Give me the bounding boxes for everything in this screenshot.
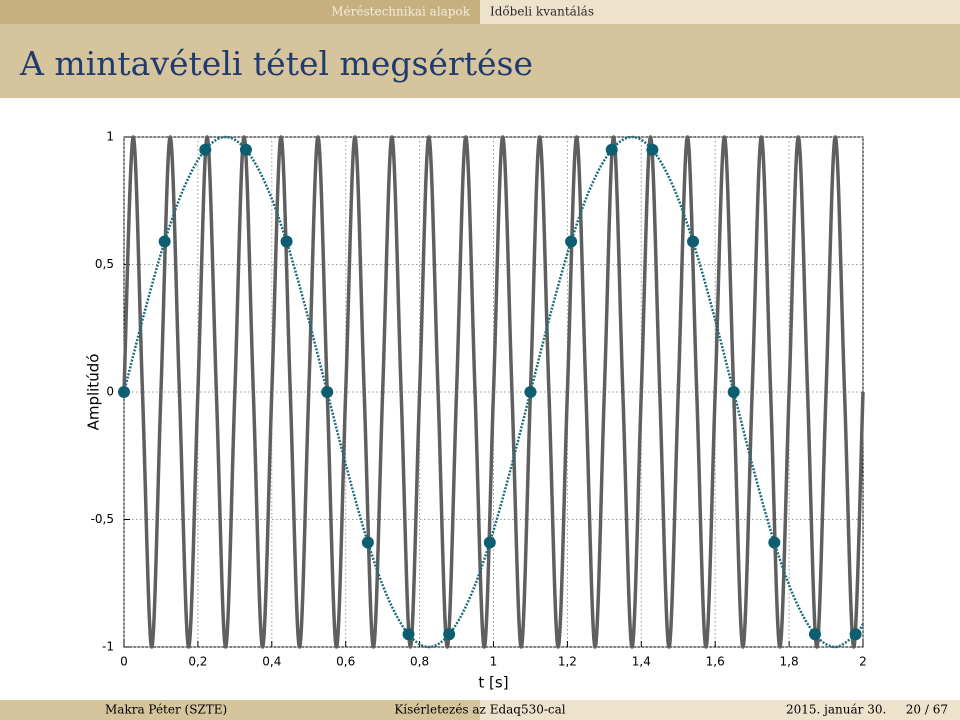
y-tick-label: -1 <box>102 640 114 654</box>
y-tick-label: -0,5 <box>91 512 114 526</box>
sample-point <box>118 386 130 398</box>
sample-point <box>646 143 659 156</box>
sample-point <box>687 235 700 248</box>
sample-point <box>361 536 374 549</box>
x-axis-label: t [s] <box>478 674 508 692</box>
footer-date: 2015. január 30. <box>786 703 886 717</box>
sample-point <box>727 386 740 398</box>
slide-title: A mintavételi tétel megsértése <box>19 44 533 83</box>
header-left-bar <box>0 0 480 24</box>
sample-point <box>402 628 415 641</box>
y-tick-label: 0,5 <box>95 257 114 271</box>
footer-right-bar <box>480 700 960 720</box>
title-bar <box>0 24 960 98</box>
y-tick-label: 1 <box>106 130 114 144</box>
sample-point <box>605 143 618 156</box>
sample-point <box>483 536 496 549</box>
y-axis-label: Amplitúdó <box>85 354 103 431</box>
section[interactable]: Méréstechnikai alapok <box>331 5 470 19</box>
x-tick-label: 0,6 <box>336 655 355 669</box>
footer-author: Makra Péter (SZTE) <box>105 703 227 717</box>
x-tick-label: 1 <box>490 655 498 669</box>
sample-point <box>443 628 456 641</box>
sample-point <box>849 628 862 641</box>
x-tick-label: 1,6 <box>706 655 725 669</box>
x-tick-label: 1,4 <box>632 655 651 669</box>
sample-point <box>524 386 537 398</box>
x-tick-label: 0,4 <box>262 655 281 669</box>
x-tick-label: 1,2 <box>558 655 577 669</box>
subsection[interactable]: Időbeli kvantálás <box>490 5 594 19</box>
footer-talk: Kísérletezés az Edaq530-cal <box>394 703 565 717</box>
footer-left-bar <box>0 700 480 720</box>
sample-point <box>280 235 293 248</box>
sample-point <box>158 235 171 248</box>
sample-point <box>565 235 578 248</box>
x-tick-label: 0,2 <box>188 655 207 669</box>
plot: 0 0,2 0,4 0,6 0,8 1 1,2 1,4 1,6 1,8 2 -1 -0,5 0 0,5 1 t … <box>85 130 867 692</box>
signal-curve <box>122 135 865 649</box>
sample-point <box>808 628 821 641</box>
sample-point <box>199 143 212 156</box>
alias-curve <box>122 135 865 649</box>
sample-point <box>239 143 252 156</box>
x-tick-label: 1,8 <box>780 655 799 669</box>
footer-page: 20 / 67 <box>906 703 948 717</box>
x-tick-label: 0 <box>120 655 128 669</box>
header-right-bar <box>480 0 960 24</box>
sample-point <box>321 386 334 398</box>
x-tick-label: 2 <box>859 655 867 669</box>
y-tick-label: 0 <box>106 385 114 399</box>
x-tick-label: 0,8 <box>410 655 429 669</box>
sample-point <box>768 536 781 549</box>
